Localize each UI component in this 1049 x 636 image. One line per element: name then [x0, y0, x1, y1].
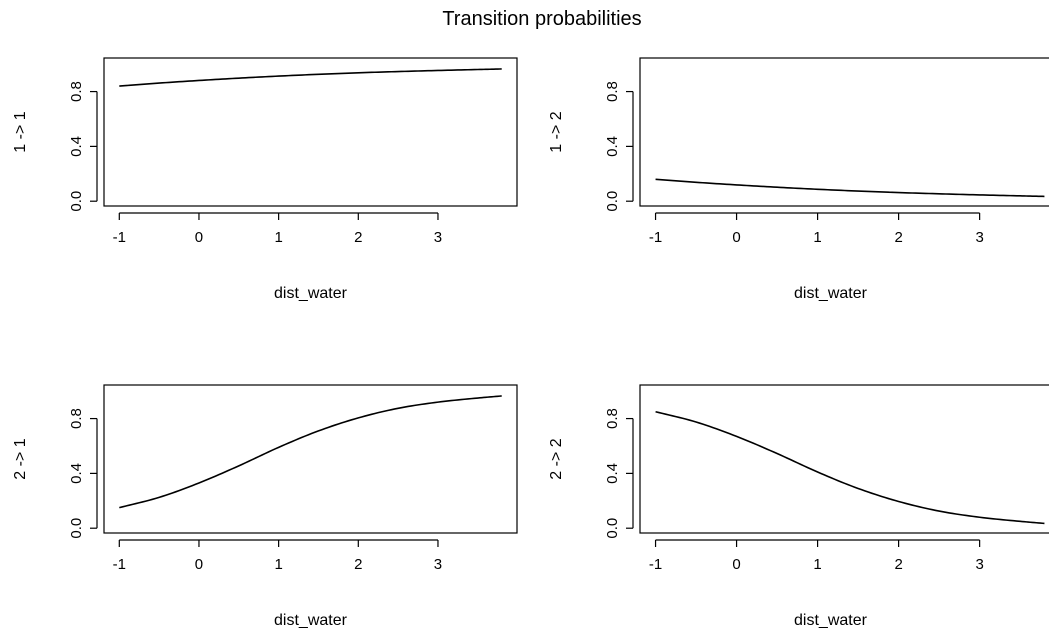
y-tick-label: 0.4 — [604, 136, 621, 157]
plot-frame — [639, 384, 1049, 534]
x-axis-title: dist_water — [794, 612, 868, 629]
x-tick-label: 2 — [894, 556, 902, 573]
x-tick-label: 3 — [434, 556, 442, 573]
y-tick-label: 0.4 — [604, 463, 621, 484]
x-axis-title: dist_water — [274, 285, 348, 302]
series-line — [655, 410, 1045, 525]
series-line — [655, 178, 1045, 198]
panel-1: -1 0 1 2 3 0.0 0.4 0.8 dist_water 1 -> 1 — [12, 57, 518, 302]
x-tick-label: 1 — [813, 229, 821, 246]
plot-frame — [639, 57, 1049, 207]
x-tick-label: 0 — [195, 556, 203, 573]
series-line — [119, 68, 502, 87]
y-axis-title: 1 -> 2 — [548, 111, 565, 152]
y-tick-label: 0.4 — [68, 136, 85, 157]
x-tick-label: -1 — [649, 229, 662, 246]
plot-frame — [103, 57, 518, 207]
y-tick-label: 0.8 — [68, 408, 85, 429]
y-axis-title: 2 -> 2 — [548, 438, 565, 479]
x-axis-title: dist_water — [274, 612, 348, 629]
y-axis-title: 2 -> 1 — [12, 438, 29, 479]
x-tick-label: 3 — [975, 556, 983, 573]
series-line — [119, 395, 502, 509]
x-tick-label: -1 — [113, 556, 126, 573]
y-tick-label: 0.0 — [68, 191, 85, 212]
x-tick-label: 1 — [813, 556, 821, 573]
y-tick-label: 0.8 — [68, 81, 85, 102]
plot-frame — [103, 384, 518, 534]
y-tick-label: 0.8 — [604, 81, 621, 102]
panel-3: -1 0 1 2 3 0.0 0.4 0.8 dist_water 2 -> 1 — [12, 384, 518, 629]
x-tick-label: -1 — [113, 229, 126, 246]
x-tick-label: 2 — [354, 556, 362, 573]
panel-grid: -1 0 1 2 3 0.0 0.4 0.8 dist_water 1 -> 1 -1 0 1 2 3 0.0… — [12, 57, 1049, 629]
y-tick-label: 0.8 — [604, 408, 621, 429]
x-tick-label: 3 — [975, 229, 983, 246]
y-tick-label: 0.0 — [604, 191, 621, 212]
x-tick-label: 3 — [434, 229, 442, 246]
x-tick-label: 0 — [732, 556, 740, 573]
x-tick-label: 1 — [274, 229, 282, 246]
x-tick-label: 0 — [195, 229, 203, 246]
x-tick-label: 2 — [894, 229, 902, 246]
panel-2: -1 0 1 2 3 0.0 0.4 0.8 dist_water 1 -> 2 — [548, 57, 1049, 302]
y-tick-label: 0.0 — [604, 518, 621, 539]
x-tick-label: 2 — [354, 229, 362, 246]
x-axis-title: dist_water — [794, 285, 868, 302]
figure-title: Transition probabilities — [442, 8, 641, 30]
y-tick-label: 0.4 — [68, 463, 85, 484]
x-tick-label: 1 — [274, 556, 282, 573]
x-tick-label: -1 — [649, 556, 662, 573]
y-tick-label: 0.0 — [68, 518, 85, 539]
x-tick-label: 0 — [732, 229, 740, 246]
panel-4: -1 0 1 2 3 0.0 0.4 0.8 dist_water 2 -> 2 — [548, 384, 1049, 629]
y-axis-title: 1 -> 1 — [12, 111, 29, 152]
